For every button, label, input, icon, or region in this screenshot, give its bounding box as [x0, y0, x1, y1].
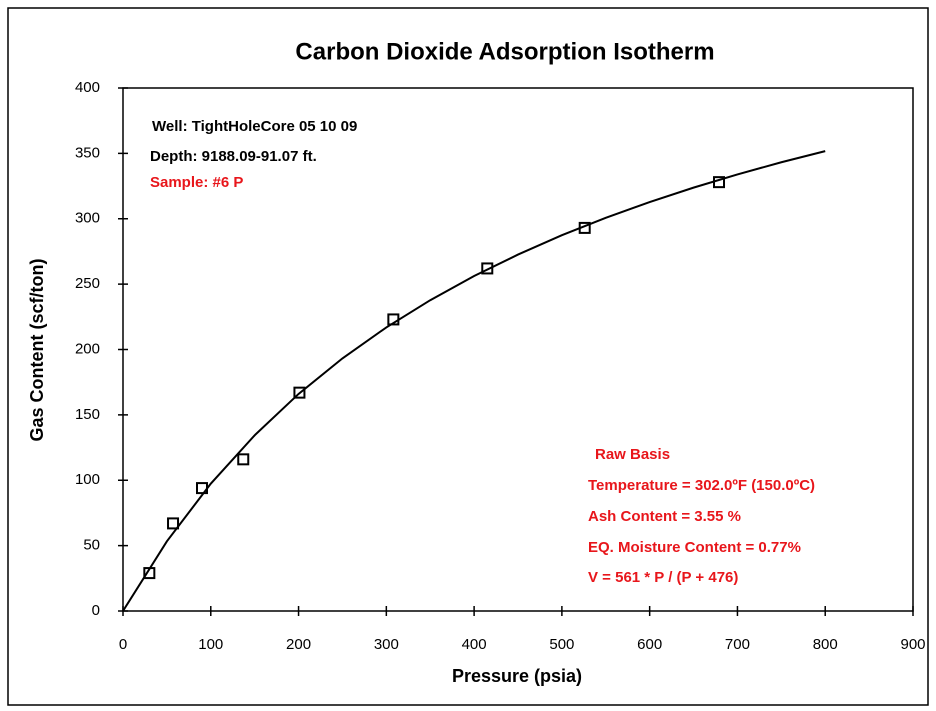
x-tick-label: 100	[198, 636, 223, 653]
annotation: Raw Basis	[595, 446, 670, 463]
annotation: EQ. Moisture Content = 0.77%	[588, 539, 801, 556]
y-tick-label: 100	[75, 471, 100, 488]
annotation: V = 561 * P / (P + 476)	[588, 569, 738, 586]
outer-frame	[7, 7, 929, 706]
x-tick-label: 0	[119, 636, 127, 653]
x-tick-label: 200	[286, 636, 311, 653]
annotation: Well: TightHoleCore 05 10 09	[152, 118, 357, 135]
y-tick-label: 300	[75, 210, 100, 227]
x-tick-label: 700	[725, 636, 750, 653]
x-tick-label: 600	[637, 636, 662, 653]
x-tick-label: 900	[900, 636, 925, 653]
x-tick-label: 400	[462, 636, 487, 653]
annotation: Ash Content = 3.55 %	[588, 508, 741, 525]
y-tick-label: 350	[75, 144, 100, 161]
chart-title: Carbon Dioxide Adsorption Isotherm	[295, 38, 714, 65]
data-point	[237, 453, 250, 466]
annotation: Temperature = 302.0ºF (150.0ºC)	[588, 477, 815, 494]
annotation: Sample: #6 P	[150, 174, 243, 191]
y-tick-label: 400	[75, 79, 100, 96]
data-point	[167, 517, 180, 530]
y-tick-label: 150	[75, 406, 100, 423]
y-axis-label: Gas Content (scf/ton)	[27, 258, 47, 441]
annotation: Depth: 9188.09-91.07 ft.	[150, 148, 317, 165]
y-tick-label: 0	[92, 602, 100, 619]
plot-area	[122, 87, 914, 612]
y-tick-label: 50	[83, 537, 100, 554]
y-tick-label: 250	[75, 275, 100, 292]
x-tick-label: 300	[374, 636, 399, 653]
x-tick-label: 800	[813, 636, 838, 653]
x-axis-label: Pressure (psia)	[452, 666, 582, 686]
y-tick-label: 200	[75, 340, 100, 357]
x-tick-label: 500	[549, 636, 574, 653]
fit-curve	[122, 150, 826, 612]
data-point	[481, 262, 494, 275]
